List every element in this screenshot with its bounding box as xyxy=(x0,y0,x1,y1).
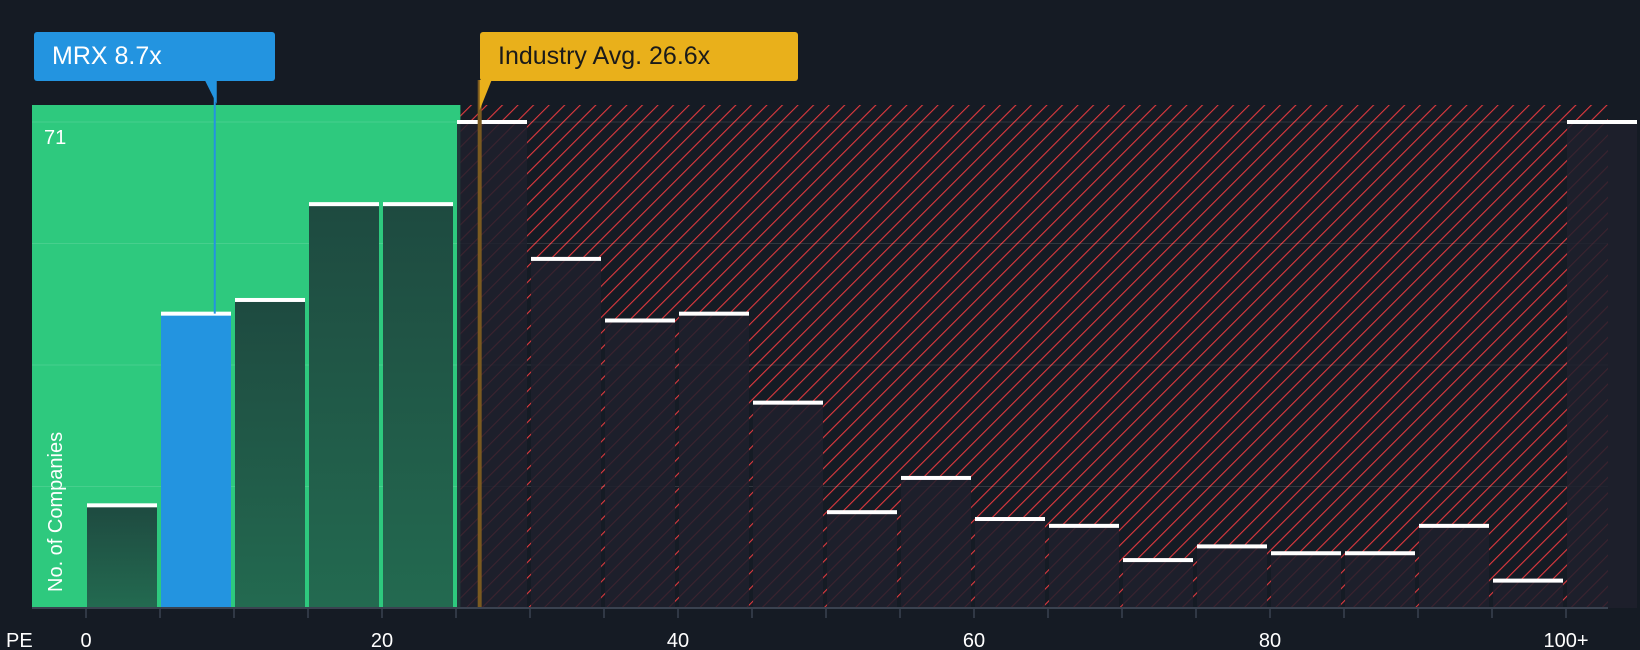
company-pe-label: MRX 8.7x xyxy=(34,32,275,81)
industry-average-label: Industry Avg. 26.6x xyxy=(480,32,798,81)
bar-30-35 xyxy=(531,258,601,608)
bar-top-15-20 xyxy=(309,202,379,207)
bar-85-90 xyxy=(1345,553,1415,608)
bar-top-70-75 xyxy=(1123,558,1193,563)
y-axis-label: No. of Companies xyxy=(45,432,67,592)
bar-top-20-25 xyxy=(383,202,453,207)
bar-15-20 xyxy=(309,204,379,608)
x-tick-label: 40 xyxy=(667,630,689,650)
bar-55-60 xyxy=(901,477,971,608)
bar-0-5 xyxy=(87,505,157,608)
bar-80-85 xyxy=(1271,553,1341,608)
bar-top-100+ xyxy=(1567,120,1637,124)
bar-20-25 xyxy=(383,204,453,608)
bar-top-40-45 xyxy=(679,311,749,316)
bar-40-45 xyxy=(679,313,749,608)
x-tick-label: 60 xyxy=(963,630,985,650)
bar-top-75-80 xyxy=(1197,544,1267,549)
bar-top-30-35 xyxy=(531,256,601,261)
company-pe-pointer xyxy=(204,80,217,104)
bar-top-0-5 xyxy=(87,503,157,508)
x-tick-label: 100+ xyxy=(1543,630,1588,650)
bar-65-70 xyxy=(1049,525,1119,608)
bar-95-100 xyxy=(1493,580,1563,608)
bar-45-50 xyxy=(753,402,823,608)
bar-top-5-10 xyxy=(161,311,231,316)
bar-top-10-15 xyxy=(235,297,305,302)
bar-top-90-95 xyxy=(1419,523,1489,528)
bar-60-65 xyxy=(975,519,1045,608)
bar-top-35-40 xyxy=(605,318,675,323)
bar-25-30 xyxy=(457,122,527,608)
x-axis-label: PE xyxy=(6,630,33,650)
bar-75-80 xyxy=(1197,546,1267,608)
bar-top-25-30 xyxy=(457,120,527,124)
bar-90-95 xyxy=(1419,525,1489,608)
bar-10-15 xyxy=(235,299,305,608)
bar-top-45-50 xyxy=(753,400,823,405)
bar-50-55 xyxy=(827,512,897,608)
bar-top-80-85 xyxy=(1271,551,1341,556)
x-tick-label: 0 xyxy=(80,630,91,650)
bar-100+ xyxy=(1567,122,1637,608)
bar-top-60-65 xyxy=(975,517,1045,522)
x-tick-label: 20 xyxy=(371,630,393,650)
bar-70-75 xyxy=(1123,560,1193,608)
bar-top-65-70 xyxy=(1049,523,1119,528)
bar-top-85-90 xyxy=(1345,551,1415,556)
bar-top-95-100 xyxy=(1493,578,1563,583)
bar-35-40 xyxy=(605,320,675,608)
bar-5-10 xyxy=(161,313,231,608)
bar-top-55-60 xyxy=(901,475,971,480)
y-max-label: 71 xyxy=(44,127,66,149)
x-tick-label: 80 xyxy=(1259,630,1281,650)
industry-average-pointer xyxy=(479,80,492,110)
bar-top-50-55 xyxy=(827,510,897,515)
